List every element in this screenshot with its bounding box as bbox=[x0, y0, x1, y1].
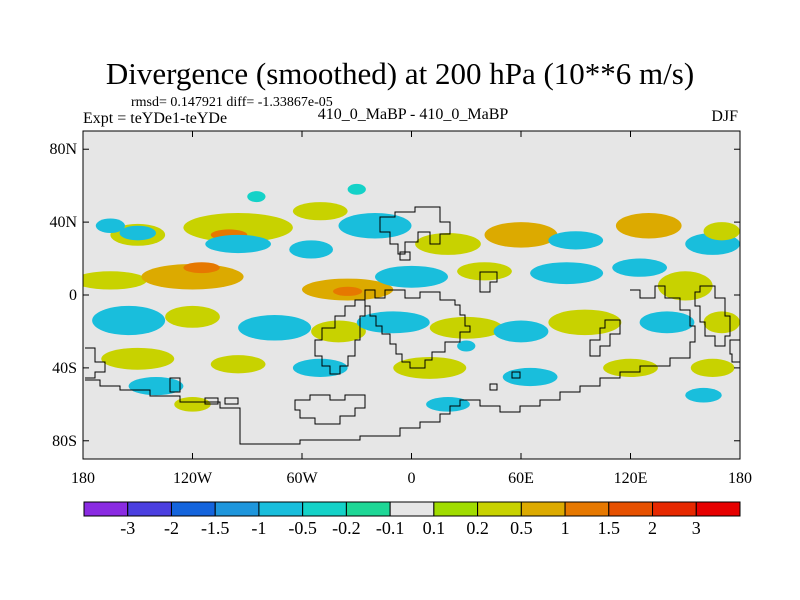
divergence-blob bbox=[292, 358, 348, 377]
x-tick-label: 120W bbox=[173, 470, 213, 487]
x-tick-label: 60W bbox=[286, 470, 318, 487]
colorbar-level-label: 0.5 bbox=[510, 518, 533, 538]
colorbar-swatch bbox=[652, 501, 697, 517]
divergence-blob bbox=[429, 316, 503, 339]
colorbar-level-label: -1 bbox=[251, 518, 266, 538]
colorbar-swatch bbox=[389, 501, 435, 517]
x-tick-label: 60E bbox=[508, 470, 534, 487]
divergence-blob bbox=[493, 320, 549, 343]
divergence-blob bbox=[356, 311, 430, 334]
divergence-blob bbox=[639, 311, 695, 334]
y-tick-label: 0 bbox=[69, 287, 77, 304]
divergence-blob bbox=[347, 183, 366, 195]
divergence-blob bbox=[119, 225, 156, 241]
x-tick-label: 180 bbox=[728, 470, 752, 487]
divergence-blob bbox=[685, 387, 722, 403]
divergence-blob bbox=[95, 218, 125, 234]
divergence-blob bbox=[502, 367, 558, 387]
colorbar-swatch bbox=[477, 501, 522, 517]
divergence-blob bbox=[289, 240, 334, 259]
divergence-blob bbox=[333, 286, 363, 296]
colorbar-swatch bbox=[695, 501, 741, 517]
divergence-blob bbox=[657, 271, 713, 301]
divergence-blob bbox=[603, 358, 658, 377]
divergence-blob bbox=[165, 305, 220, 328]
colorbar-swatch bbox=[564, 501, 610, 517]
y-tick-label: 40N bbox=[49, 214, 77, 231]
divergence-blob bbox=[375, 265, 448, 288]
colorbar-swatch bbox=[83, 501, 129, 517]
colorbar-level-label: -0.5 bbox=[288, 518, 317, 538]
colorbar-level-label: -3 bbox=[120, 518, 135, 538]
axes: 180 120W 60W 0 60E 120E 180 80N 40N 0 40S 80S bbox=[49, 131, 752, 487]
colorbar-swatch bbox=[345, 501, 391, 517]
divergence-blob bbox=[393, 356, 467, 379]
divergence-contours bbox=[83, 183, 740, 412]
divergence-blob bbox=[210, 355, 266, 374]
colorbar-swatch bbox=[520, 501, 566, 517]
divergence-blob bbox=[311, 320, 366, 343]
colorbar-level-label: 0.2 bbox=[466, 518, 489, 538]
rmsd-diff-text: rmsd= 0.147921 diff= -1.33867e-05 bbox=[131, 95, 333, 110]
divergence-blob bbox=[183, 262, 220, 274]
colorbar-swatch bbox=[170, 501, 216, 517]
divergence-blob bbox=[457, 340, 476, 352]
divergence-blob bbox=[703, 311, 740, 334]
divergence-blob bbox=[690, 358, 735, 377]
divergence-blob bbox=[338, 213, 412, 239]
y-tick-label: 80S bbox=[52, 433, 77, 450]
colorbar-swatch bbox=[127, 501, 172, 517]
colorbar-swatch bbox=[433, 501, 479, 517]
divergence-blob bbox=[238, 315, 312, 341]
divergence-blob bbox=[615, 213, 682, 239]
divergence-blob bbox=[457, 262, 512, 281]
experiment-label: Expt = teYDe1-teYDe bbox=[83, 110, 228, 127]
y-tick-label: 40S bbox=[52, 360, 77, 377]
divergence-blob bbox=[415, 233, 481, 255]
colorbar-swatch bbox=[258, 501, 304, 517]
divergence-blob bbox=[247, 191, 266, 203]
colorbar-level-label: -1.5 bbox=[201, 518, 230, 538]
colorbar-swatch bbox=[214, 501, 260, 517]
x-tick-label: 180 bbox=[71, 470, 95, 487]
colorbar-swatch bbox=[302, 501, 347, 517]
colorbar-level-label: -2 bbox=[164, 518, 179, 538]
colorbar-level-label: 3 bbox=[692, 518, 701, 538]
colorbar-level-label: 0.1 bbox=[423, 518, 446, 538]
y-tick-label: 80N bbox=[49, 141, 77, 158]
divergence-blob bbox=[101, 347, 175, 370]
colorbar-level-label: -0.1 bbox=[376, 518, 405, 538]
coastlines bbox=[85, 206, 740, 445]
chart-title: Divergence (smoothed) at 200 hPa (10**6 … bbox=[105, 56, 695, 91]
colorbar: -3 -2 -1.5 -1 -0.5 -0.2 -0.1 0.1 0.2 0.5 1 1.5 2 3 bbox=[83, 501, 741, 538]
subtitle: 410_0_MaBP - 410_0_MaBP bbox=[317, 106, 509, 123]
divergence-blob bbox=[174, 397, 211, 412]
divergence-blob bbox=[292, 202, 348, 221]
season-label: DJF bbox=[711, 108, 738, 125]
divergence-blob bbox=[83, 271, 147, 290]
x-tick-label: 120E bbox=[614, 470, 648, 487]
colorbar-level-label: 2 bbox=[648, 518, 657, 538]
divergence-blob bbox=[530, 262, 604, 285]
divergence-blob bbox=[92, 305, 166, 336]
colorbar-level-label: -0.2 bbox=[332, 518, 361, 538]
divergence-blob bbox=[703, 222, 740, 241]
colorbar-swatch bbox=[608, 501, 654, 517]
divergence-blob bbox=[548, 231, 604, 250]
divergence-blob bbox=[548, 309, 622, 336]
divergence-blob bbox=[426, 397, 470, 412]
divergence-blob bbox=[205, 234, 271, 254]
divergence-blob bbox=[141, 264, 244, 290]
divergence-blob bbox=[484, 222, 558, 248]
colorbar-level-label: 1.5 bbox=[598, 518, 621, 538]
colorbar-level-label: 1 bbox=[561, 518, 570, 538]
x-tick-label: 0 bbox=[408, 470, 416, 487]
divergence-blob bbox=[612, 258, 667, 277]
